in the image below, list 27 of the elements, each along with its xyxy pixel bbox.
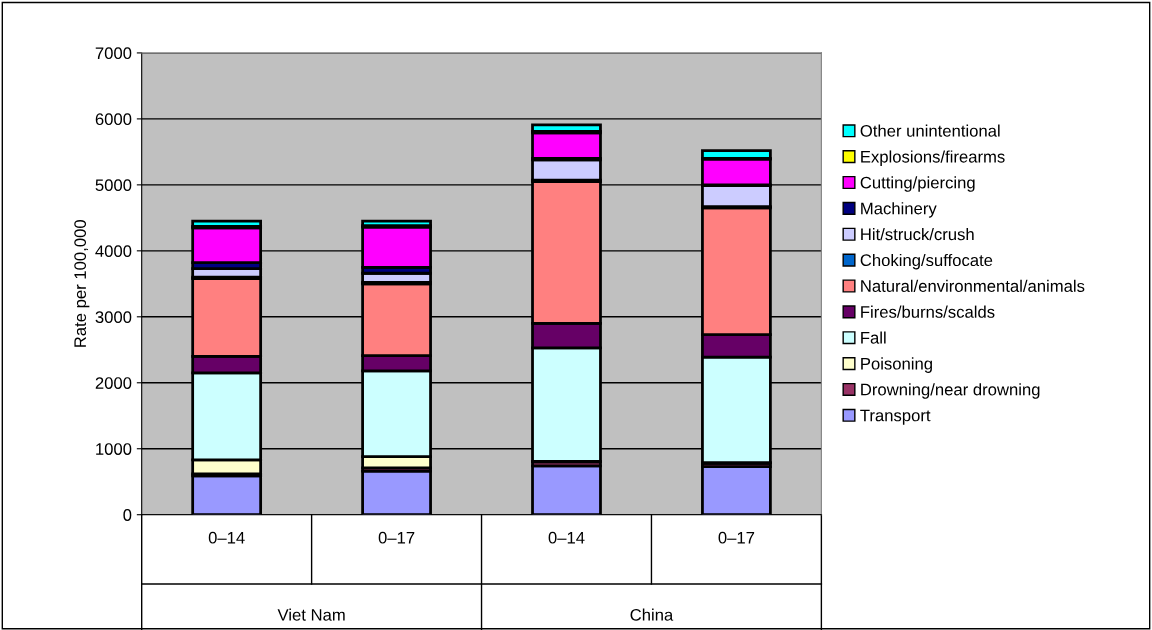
legend-label: Poisoning (861, 357, 932, 373)
x-tick-label: 0–14 (208, 531, 245, 544)
text: Viet Nam (277, 608, 345, 621)
legend-label: Fall (861, 331, 886, 344)
y-tick-label: 6000 (95, 113, 132, 126)
legend-label: Drowning/near drowning (861, 383, 1040, 399)
legend-label: Choking/suffocate (860, 253, 993, 270)
legend-label: Explosions/firearms (861, 150, 1005, 166)
legend-label: Transport (860, 409, 931, 425)
y-tick-label: 2000 (95, 377, 132, 389)
x-tick-label: 0–17 (378, 531, 415, 544)
legend-label: Machinery (861, 202, 937, 218)
y-tick-label: 0 (123, 509, 132, 521)
legend-label: Hit/struck/crush (861, 228, 974, 241)
legend-label: Natural/environmental/animals (861, 279, 1085, 292)
y-tick-label: 3000 (95, 311, 132, 323)
x-tick-label: 0–17 (718, 531, 755, 544)
legend-label: Cutting/piercing (860, 176, 975, 192)
y-tick-label: 5000 (95, 179, 132, 192)
text: China (630, 608, 674, 621)
legend-label: Other unintentional (860, 124, 1000, 137)
y-tick-label: 7000 (95, 47, 132, 60)
legend-label: Fires/burns/scalds (861, 305, 995, 318)
y-tick-label: 4000 (95, 245, 132, 258)
y-axis-title: Rate per 100,000 (74, 220, 90, 347)
x-tick-label: 0–14 (548, 531, 585, 544)
y-tick-label: 1000 (96, 443, 132, 455)
